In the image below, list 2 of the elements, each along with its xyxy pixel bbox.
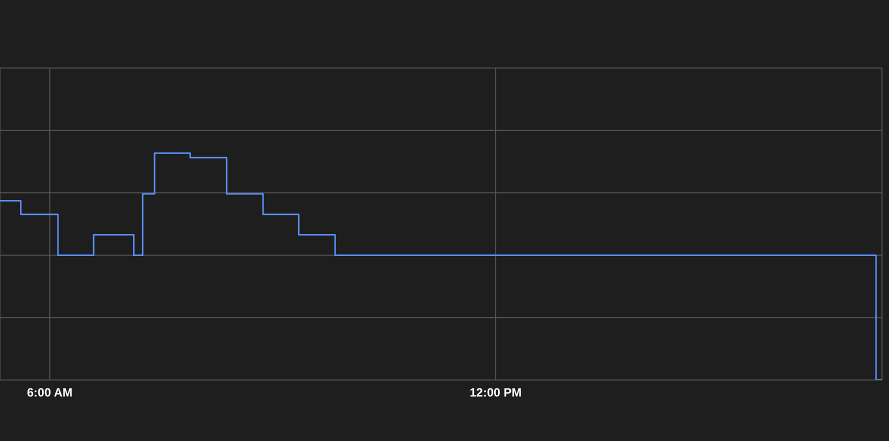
x-tick-label: 6:00 AM [26,386,73,400]
x-tick-label: 12:00 PM [470,386,522,400]
